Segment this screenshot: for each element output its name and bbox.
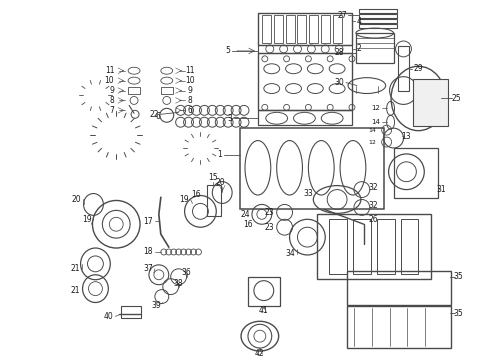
Text: 14: 14 xyxy=(368,128,376,132)
Text: 6: 6 xyxy=(156,112,161,121)
Text: 35: 35 xyxy=(453,309,463,318)
Bar xyxy=(258,13,352,45)
Text: 8: 8 xyxy=(187,96,192,105)
Text: 5: 5 xyxy=(226,46,231,55)
Bar xyxy=(359,24,396,28)
Text: 2: 2 xyxy=(357,44,361,53)
Text: 10: 10 xyxy=(105,76,114,85)
Text: 30: 30 xyxy=(334,78,344,87)
Text: 1: 1 xyxy=(218,150,222,159)
Text: 33: 33 xyxy=(304,189,313,198)
Bar xyxy=(286,15,294,43)
Text: 42: 42 xyxy=(255,348,265,357)
Text: 18: 18 xyxy=(144,247,153,256)
Bar xyxy=(356,33,393,63)
Bar xyxy=(397,46,410,90)
Bar xyxy=(347,306,451,348)
Text: 14: 14 xyxy=(371,119,380,125)
Text: 41: 41 xyxy=(259,306,269,315)
Bar xyxy=(297,15,306,43)
Text: 21: 21 xyxy=(70,286,79,295)
Text: 21: 21 xyxy=(70,264,79,273)
Text: 20: 20 xyxy=(216,178,225,187)
Text: 10: 10 xyxy=(185,76,195,85)
Text: 12: 12 xyxy=(368,140,376,144)
Text: 34: 34 xyxy=(286,249,295,258)
Bar xyxy=(309,15,318,43)
Text: 31: 31 xyxy=(436,185,446,194)
Text: 28: 28 xyxy=(335,48,344,57)
Text: 24: 24 xyxy=(240,210,250,219)
Text: 39: 39 xyxy=(151,301,161,310)
Bar xyxy=(161,86,172,94)
Bar xyxy=(240,128,384,210)
Text: 7: 7 xyxy=(109,106,114,115)
Text: 9: 9 xyxy=(187,86,192,95)
Bar xyxy=(359,19,396,23)
Text: 11: 11 xyxy=(185,66,194,75)
Text: 16: 16 xyxy=(243,220,253,229)
Bar xyxy=(318,214,431,279)
Text: 35: 35 xyxy=(453,272,463,281)
Bar xyxy=(258,45,352,53)
Text: 16: 16 xyxy=(191,190,200,199)
Text: 11: 11 xyxy=(105,66,114,75)
Bar xyxy=(274,15,283,43)
Text: 15: 15 xyxy=(208,173,218,182)
Bar xyxy=(128,86,140,94)
Text: 12: 12 xyxy=(371,105,380,111)
Text: 22: 22 xyxy=(149,110,159,119)
Bar xyxy=(414,78,448,126)
Bar xyxy=(359,9,396,13)
Text: 36: 36 xyxy=(182,268,192,277)
Bar xyxy=(377,219,394,274)
Bar xyxy=(359,14,396,18)
Text: 26: 26 xyxy=(369,215,379,224)
Text: 23: 23 xyxy=(264,223,274,232)
Bar xyxy=(400,219,418,274)
Text: 37: 37 xyxy=(143,264,153,273)
Text: 19: 19 xyxy=(179,195,189,204)
Text: 20: 20 xyxy=(72,195,81,204)
Bar xyxy=(393,148,438,198)
Bar xyxy=(321,15,330,43)
Text: 32: 32 xyxy=(368,183,378,192)
Bar xyxy=(353,219,371,274)
Bar xyxy=(258,53,352,111)
Bar xyxy=(333,15,342,43)
Bar xyxy=(262,15,271,43)
Text: 9: 9 xyxy=(109,86,114,95)
Text: 19: 19 xyxy=(82,215,92,224)
Bar xyxy=(121,306,141,318)
Bar xyxy=(329,219,347,274)
Bar xyxy=(258,111,352,125)
Text: 6: 6 xyxy=(187,106,192,115)
Text: 27: 27 xyxy=(338,11,347,20)
Text: 40: 40 xyxy=(103,312,113,321)
Text: 4: 4 xyxy=(356,17,361,26)
Text: 3: 3 xyxy=(227,114,232,123)
Text: 13: 13 xyxy=(402,132,411,141)
Text: 29: 29 xyxy=(414,64,423,73)
Text: 32: 32 xyxy=(368,201,378,210)
Text: 8: 8 xyxy=(109,96,114,105)
Bar xyxy=(207,185,221,216)
Text: 25: 25 xyxy=(451,94,461,103)
Text: 17: 17 xyxy=(143,217,153,226)
Bar xyxy=(347,271,451,306)
Text: 38: 38 xyxy=(174,279,183,288)
Bar xyxy=(248,277,280,306)
Text: 23: 23 xyxy=(264,208,274,217)
